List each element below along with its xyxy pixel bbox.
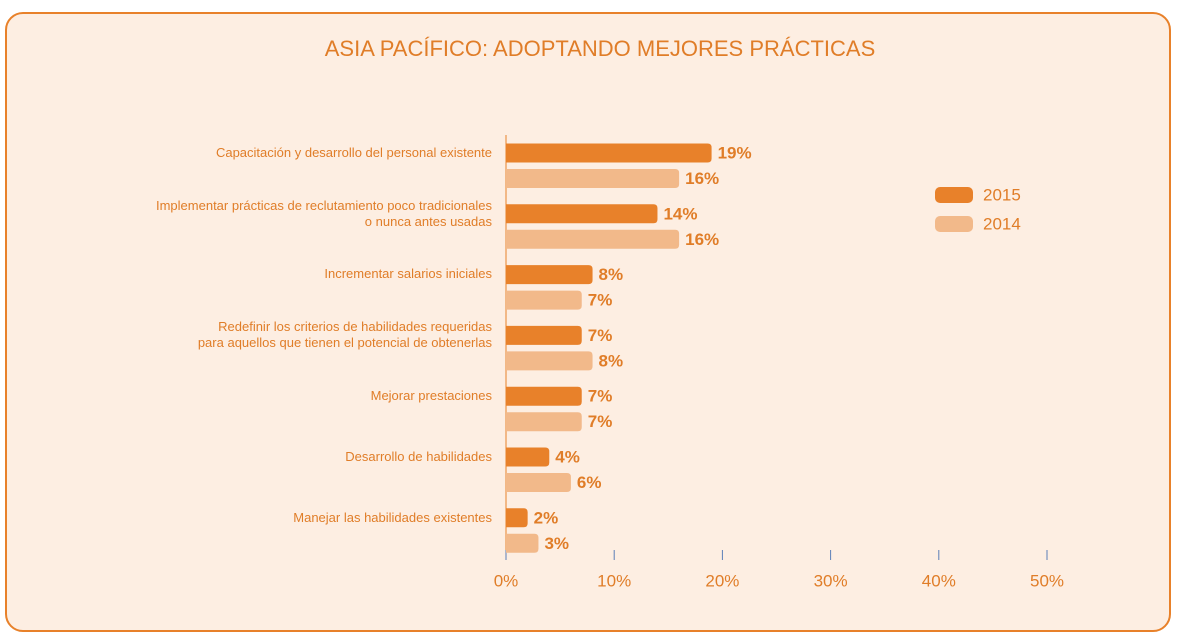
value-label: 4%	[555, 447, 580, 466]
bar	[506, 473, 571, 492]
value-label: 7%	[588, 387, 613, 406]
x-tick-label: 10%	[597, 571, 631, 590]
value-label: 3%	[544, 534, 569, 553]
bar	[506, 265, 593, 285]
legend-label: 2014	[983, 214, 1021, 233]
value-label: 16%	[685, 230, 719, 249]
value-label: 7%	[588, 326, 613, 345]
legend-swatch	[935, 216, 973, 232]
category-label: Manejar las habilidades existentes	[293, 509, 492, 525]
bar	[506, 290, 582, 310]
bar	[506, 204, 658, 224]
bar	[506, 325, 582, 345]
category-label: Redefinir los criterios de habilidades r…	[197, 319, 492, 351]
chart-title: ASIA PACÍFICO: ADOPTANDO MEJORES PRÁCTIC…	[325, 36, 876, 61]
bar	[506, 143, 712, 163]
category-label: Capacitación y desarrollo del personal e…	[215, 144, 492, 160]
bar	[506, 412, 582, 432]
x-tick-label: 30%	[814, 571, 848, 590]
bar	[506, 447, 550, 467]
category-label: Desarrollo de habilidades	[345, 448, 492, 464]
value-label: 6%	[577, 473, 602, 492]
legend-label: 2015	[983, 185, 1021, 204]
x-tick-label: 50%	[1030, 571, 1064, 590]
legend-swatch	[935, 187, 973, 203]
value-label: 7%	[588, 291, 613, 310]
bar	[506, 351, 593, 371]
x-tick-label: 20%	[705, 571, 739, 590]
value-label: 14%	[663, 204, 697, 223]
value-label: 8%	[599, 351, 624, 370]
category-label: Implementar prácticas de reclutamiento p…	[155, 197, 492, 229]
bar	[506, 386, 582, 406]
x-tick-label: 0%	[494, 571, 519, 590]
panel	[5, 12, 1171, 632]
x-tick-label: 40%	[922, 571, 956, 590]
category-label: Incrementar salarios iniciales	[324, 266, 492, 282]
value-label: 16%	[685, 169, 719, 188]
category-label: Mejorar prestaciones	[370, 387, 492, 403]
bar	[506, 533, 539, 553]
bar	[506, 229, 680, 249]
value-label: 7%	[588, 412, 613, 431]
bar	[506, 508, 528, 528]
value-label: 2%	[534, 508, 559, 527]
value-label: 8%	[599, 265, 624, 284]
value-label: 19%	[718, 143, 752, 162]
bar	[506, 169, 680, 188]
